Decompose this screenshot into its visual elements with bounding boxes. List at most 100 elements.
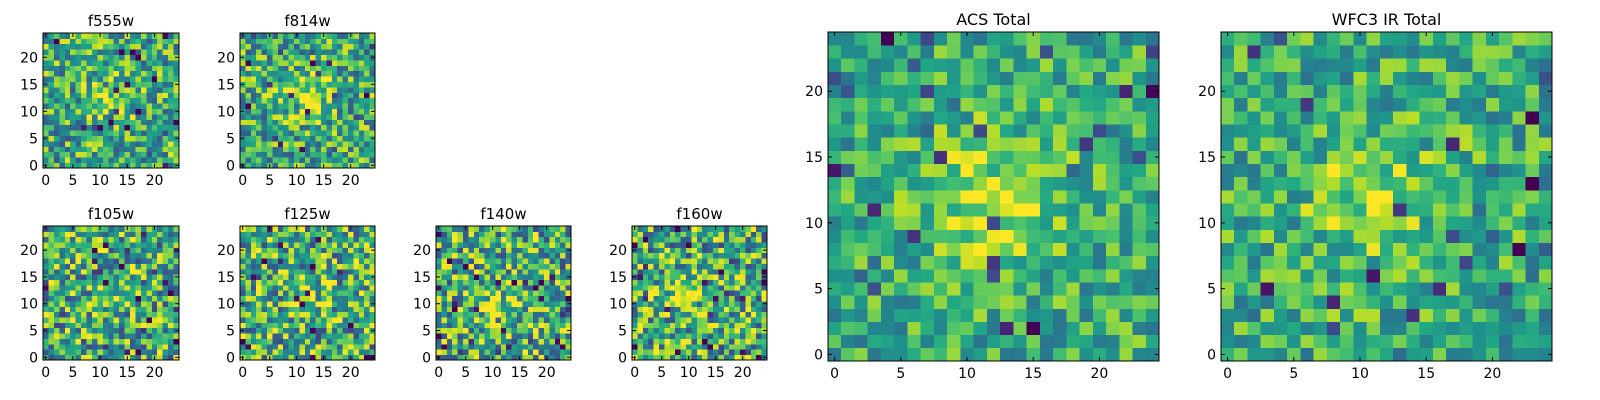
heatmap-cell	[43, 333, 49, 339]
heatmap-cell	[283, 317, 289, 323]
heatmap-cell	[659, 327, 665, 334]
heatmap-cell	[452, 349, 458, 356]
heatmap-cell	[517, 231, 523, 238]
heatmap-cell	[267, 76, 273, 82]
heatmap-cell	[245, 343, 252, 350]
heatmap-cell	[119, 157, 125, 163]
heatmap-cell	[745, 268, 752, 275]
heatmap-cell	[894, 137, 908, 151]
heatmap-cell	[304, 141, 311, 147]
heatmap-cell	[81, 295, 87, 302]
heatmap-cell	[310, 87, 316, 93]
heatmap-cell	[653, 327, 660, 334]
heatmap-cell	[130, 49, 136, 55]
heatmap-cell	[473, 317, 480, 323]
heatmap-cell	[97, 92, 104, 99]
heatmap-cell	[113, 322, 120, 329]
heatmap-cell	[70, 157, 77, 163]
heatmap-cell	[130, 33, 136, 39]
heatmap-cell	[560, 231, 566, 238]
heatmap-cell	[81, 338, 87, 345]
heatmap-cell	[490, 349, 496, 356]
heatmap-cell	[565, 258, 572, 264]
heatmap-cell	[659, 252, 665, 259]
heatmap-cell	[565, 226, 572, 232]
heatmap-cell	[283, 38, 289, 45]
heatmap-cell	[1221, 295, 1235, 309]
heatmap-cell	[294, 135, 300, 142]
heatmap-cell	[331, 236, 338, 243]
heatmap-cell	[527, 301, 534, 307]
heatmap-cell	[342, 354, 349, 361]
heatmap-cell	[86, 236, 93, 243]
heatmap-cell	[894, 216, 908, 230]
heatmap-cell	[135, 157, 142, 163]
heatmap-cell	[1406, 308, 1420, 322]
heatmap-cell	[288, 322, 295, 329]
heatmap-cell	[723, 333, 730, 339]
heatmap-cell	[146, 81, 153, 88]
heatmap-cell	[113, 236, 120, 243]
heatmap-cell	[240, 333, 246, 339]
heatmap-cell	[288, 284, 295, 291]
heatmap-cell	[321, 60, 327, 66]
heatmap-cell	[1512, 347, 1526, 362]
heatmap-cell	[707, 258, 714, 264]
heatmap-cell	[1026, 242, 1041, 257]
heatmap-cell	[960, 124, 975, 138]
heatmap-cell	[680, 311, 687, 318]
heatmap-cell	[353, 333, 360, 339]
heatmap-cell	[315, 162, 322, 169]
heatmap-cell	[331, 333, 338, 339]
heatmap-cell	[669, 311, 676, 318]
heatmap-cell	[108, 242, 115, 248]
heatmap-cell	[745, 327, 752, 334]
heatmap-cell	[337, 284, 343, 291]
heatmap-cell	[162, 263, 169, 270]
heatmap-cell	[102, 354, 109, 361]
heatmap-cell	[1340, 163, 1354, 178]
heatmap-cell	[1092, 189, 1107, 204]
heatmap-cell	[761, 284, 768, 291]
heatmap-cell	[358, 38, 365, 45]
heatmap-cell	[283, 43, 289, 50]
heatmap-cell	[364, 70, 370, 77]
heatmap-cell	[702, 268, 708, 275]
heatmap-cell	[294, 119, 300, 126]
heatmap-cell	[664, 274, 671, 280]
heatmap-cell	[102, 338, 109, 345]
heatmap-cell	[299, 268, 306, 275]
heatmap-cell	[894, 268, 908, 283]
heatmap-cell	[108, 157, 115, 163]
heatmap-cell	[240, 124, 246, 131]
heatmap-cell	[168, 76, 174, 82]
heatmap-cell	[321, 81, 327, 88]
heatmap-cell	[1393, 282, 1407, 296]
heatmap-cell	[632, 279, 638, 286]
heatmap-cell	[1485, 163, 1500, 178]
heatmap-cell	[745, 322, 752, 329]
heatmap-cell	[321, 151, 327, 158]
heatmap-cell	[81, 87, 87, 93]
heatmap-cell	[337, 322, 343, 329]
heatmap-cell	[108, 81, 115, 88]
heatmap-cell	[97, 242, 104, 248]
heatmap-cell	[162, 258, 169, 264]
heatmap-cell	[119, 130, 125, 136]
heatmap-cell	[91, 114, 98, 120]
heatmap-cell	[441, 226, 448, 232]
heatmap-cell	[151, 135, 158, 142]
heatmap-cell	[130, 301, 136, 307]
heatmap-cell	[495, 317, 502, 323]
heatmap-cell	[1353, 176, 1368, 191]
heatmap-cell	[740, 322, 746, 329]
heatmap-cell	[691, 263, 698, 270]
heatmap-cell	[168, 247, 174, 254]
heatmap-cell	[48, 242, 55, 248]
heatmap-cell	[64, 252, 71, 259]
heatmap-cell	[761, 306, 768, 313]
heatmap-cell	[973, 334, 988, 349]
heatmap-cell	[867, 32, 882, 46]
heatmap-cell	[102, 43, 109, 50]
